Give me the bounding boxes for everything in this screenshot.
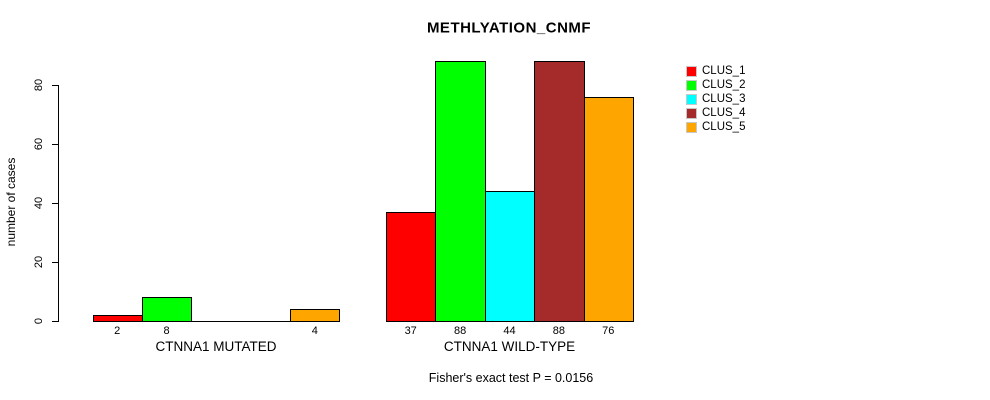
bar-value-label: 2 — [114, 325, 121, 337]
bar-value-label: 88 — [552, 325, 566, 337]
bar-clus_5-2 — [583, 96, 634, 322]
y-axis-tick — [52, 144, 58, 145]
legend-swatch-clus_3 — [686, 93, 697, 105]
legend-swatch-clus_1 — [686, 65, 697, 77]
bar-value-label: 44 — [503, 325, 516, 337]
bar-value-label: 76 — [602, 325, 615, 337]
group-label: CTNNA1 MUTATED — [155, 339, 277, 354]
group-label: CTNNA1 WILD-TYPE — [443, 339, 576, 354]
bar-clus_4-2 — [534, 61, 585, 322]
fisher-test-annotation: Fisher's exact test P = 0.0156 — [428, 371, 594, 385]
y-axis-tick — [52, 321, 58, 322]
y-axis-tick — [52, 262, 58, 263]
bar-clus_1-1 — [92, 315, 143, 322]
legend-item-clus_1: CLUS_1 — [686, 65, 745, 77]
bar-clus_3-2 — [484, 191, 536, 322]
legend-label: CLUS_2 — [702, 79, 746, 91]
legend-item-clus_4: CLUS_4 — [686, 107, 745, 119]
bar-clus_5-1 — [290, 309, 341, 322]
chart-title: METHLYATION_CNMF — [426, 19, 592, 37]
y-axis-line — [58, 85, 59, 322]
bar-value-label: 8 — [163, 325, 170, 337]
legend-label: CLUS_3 — [702, 93, 746, 105]
legend-swatch-clus_4 — [686, 107, 697, 119]
legend-item-clus_5: CLUS_5 — [686, 121, 745, 133]
legend-label: CLUS_1 — [702, 65, 746, 77]
y-axis-tick — [52, 203, 58, 204]
bar-value-label: 37 — [404, 325, 417, 337]
y-axis-tick-label: 80 — [33, 78, 45, 92]
bar-value-label: 4 — [311, 325, 318, 337]
y-axis-tick — [52, 85, 58, 86]
bar-clus_1-2 — [386, 211, 437, 322]
y-axis-tick-label: 60 — [33, 137, 45, 151]
group-baseline — [92, 321, 340, 322]
legend-swatch-clus_2 — [686, 79, 697, 91]
legend-item-clus_2: CLUS_2 — [686, 79, 745, 91]
legend-label: CLUS_4 — [702, 107, 746, 119]
legend-swatch-clus_5 — [686, 121, 697, 133]
y-axis-tick-label: 20 — [33, 255, 45, 269]
legend-item-clus_3: CLUS_3 — [686, 93, 745, 105]
bar-value-label: 88 — [453, 325, 467, 337]
bar-clus_2-1 — [141, 297, 193, 322]
y-axis-tick-label: 40 — [33, 196, 45, 210]
bar-clus_2-2 — [435, 61, 486, 322]
legend-label: CLUS_5 — [702, 121, 746, 133]
y-axis-label: number of cases — [4, 157, 18, 247]
y-axis-tick-label: 0 — [33, 317, 45, 325]
